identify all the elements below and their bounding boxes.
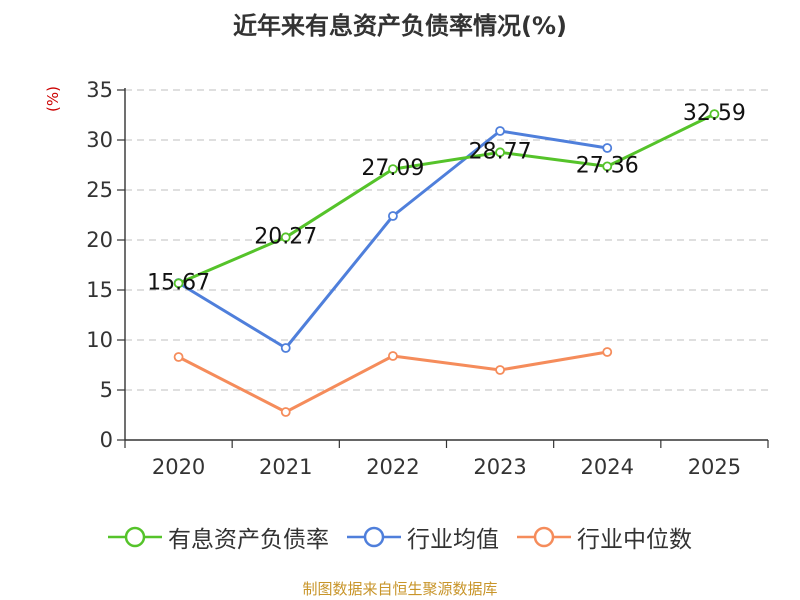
data-source-note: 制图数据来自恒生聚源数据库 bbox=[302, 580, 498, 598]
y-tick-label: 10 bbox=[86, 328, 113, 352]
y-tick-label: 35 bbox=[86, 78, 113, 102]
data-label: 15.67 bbox=[147, 270, 210, 295]
series-line bbox=[177, 350, 608, 414]
legend-item-series-1[interactable]: 有息资产负债率 bbox=[108, 520, 329, 554]
series-3 bbox=[173, 347, 613, 417]
data-point bbox=[709, 109, 720, 119]
x-tick-label: 2023 bbox=[473, 455, 526, 479]
x-tick-label: 2021 bbox=[259, 455, 312, 479]
legend-label: 行业中位数 bbox=[577, 527, 692, 553]
data-label: 28.77 bbox=[469, 139, 532, 164]
x-tick-label: 2022 bbox=[366, 455, 419, 479]
data-point bbox=[280, 407, 291, 417]
data-label: 27.36 bbox=[576, 153, 639, 178]
chart-legend: 有息资产负债率 行业均值 行业中位数 bbox=[0, 520, 800, 554]
legend-line-marker-icon bbox=[108, 526, 162, 548]
data-label: 27.09 bbox=[361, 156, 424, 181]
legend-line-marker-icon bbox=[517, 526, 571, 548]
data-point bbox=[280, 343, 291, 353]
data-point bbox=[495, 126, 505, 136]
data-point bbox=[388, 211, 398, 221]
chart-title: 近年来有息资产负债率情况(%) bbox=[233, 12, 567, 40]
data-point bbox=[173, 278, 184, 289]
series-1 bbox=[173, 109, 720, 289]
y-tick-label: 5 bbox=[100, 378, 113, 402]
data-label: 20.27 bbox=[254, 224, 317, 249]
data-point bbox=[495, 365, 505, 375]
x-tick-label: 2025 bbox=[688, 455, 741, 479]
legend-item-series-3[interactable]: 行业中位数 bbox=[517, 520, 692, 554]
data-point bbox=[388, 164, 398, 175]
legend-item-series-2[interactable]: 行业均值 bbox=[347, 520, 499, 554]
data-point bbox=[388, 351, 398, 361]
y-tick-label: 25 bbox=[86, 178, 113, 202]
y-tick-label: 15 bbox=[86, 278, 113, 302]
data-point bbox=[602, 161, 613, 172]
data-point bbox=[602, 347, 613, 357]
y-tick-label: 0 bbox=[100, 428, 113, 452]
data-label: 32.59 bbox=[683, 101, 746, 126]
legend-label: 有息资产负债率 bbox=[168, 527, 329, 553]
legend-line-marker-icon bbox=[347, 526, 401, 548]
data-point bbox=[495, 147, 505, 158]
y-tick-label: 30 bbox=[86, 128, 113, 152]
x-tick-label: 2024 bbox=[581, 455, 634, 479]
y-tick-label: 20 bbox=[86, 228, 113, 252]
series-line bbox=[177, 112, 716, 285]
data-point bbox=[602, 143, 613, 153]
x-tick-label: 2020 bbox=[152, 455, 205, 479]
data-point bbox=[173, 352, 184, 362]
data-point bbox=[280, 232, 291, 243]
legend-label: 行业均值 bbox=[407, 527, 499, 553]
